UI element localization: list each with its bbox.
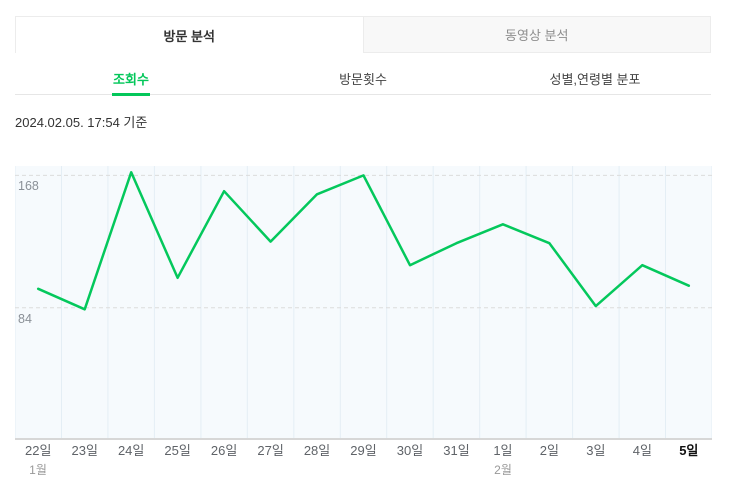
- x-axis-tick-label: 22일: [25, 443, 52, 458]
- views-line-chart: 168 84: [15, 166, 712, 440]
- x-axis-tick-label: 1일: [493, 443, 513, 458]
- data-as-of-timestamp: 2024.02.05. 17:54 기준: [15, 115, 148, 130]
- subtab-gender-age-distribution[interactable]: 성별,연령별 분포: [549, 71, 641, 87]
- tab-visit-analysis[interactable]: 방문 분석: [15, 16, 363, 53]
- x-axis-tick-label: 5일: [679, 443, 699, 458]
- x-axis-tick-label: 30일: [396, 443, 424, 458]
- x-axis-tick-label: 31일: [443, 443, 470, 458]
- tab-video-analysis[interactable]: 동영상 분석: [362, 16, 711, 53]
- x-axis-tick-label: 26일: [210, 443, 238, 458]
- x-axis-tick-label: 2일: [539, 443, 559, 458]
- top-tabbar: 방문 분석 동영상 분석: [15, 16, 711, 53]
- chart-canvas: [15, 166, 712, 440]
- y-axis-tick-label: 84: [18, 312, 32, 326]
- subtab-views[interactable]: 조회수: [15, 62, 247, 94]
- views-series-line: [36, 171, 691, 311]
- metric-subtabs: 조회수 방문횟수 성별,연령별 분포: [15, 62, 711, 95]
- x-axis-tick-label: 29일: [350, 443, 377, 458]
- x-axis-tick-label: 25일: [164, 443, 191, 458]
- month-label: 1월: [29, 463, 47, 477]
- x-axis-tick-label: 23일: [71, 443, 98, 458]
- x-axis-tick-label: 24일: [117, 443, 145, 458]
- x-axis-tick-label: 4일: [632, 443, 652, 458]
- x-axis-month-labels: 1월 2월: [15, 462, 712, 478]
- month-label: 2월: [494, 463, 512, 477]
- y-axis-tick-label: 168: [18, 179, 39, 193]
- x-axis-tick-label: 28일: [303, 443, 331, 458]
- x-axis-tick-label: 27일: [257, 443, 284, 458]
- subtab-visit-count[interactable]: 방문횟수: [339, 71, 387, 87]
- x-axis-day-labels: 22일 23일 24일 25일 26일 27일 28일 29일 30일 31일 1일 2일 3일 4일 5일: [15, 443, 712, 459]
- x-axis-tick-label: 3일: [586, 443, 606, 458]
